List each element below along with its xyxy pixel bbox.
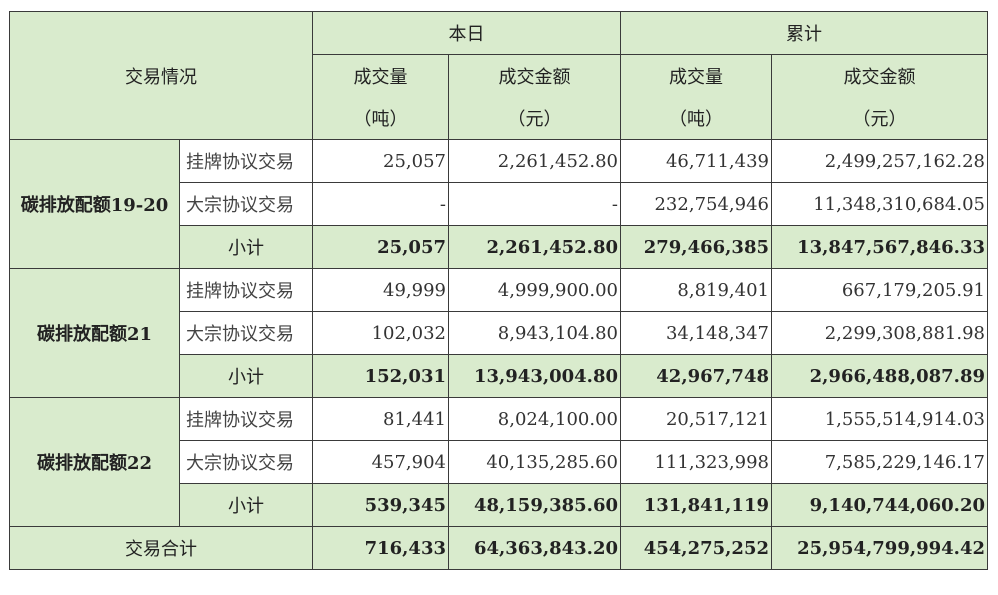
trade-type: 大宗协议交易 <box>179 182 313 226</box>
header-total-amount-unit: （元） <box>771 97 988 140</box>
subtotal-label: 小计 <box>179 354 313 398</box>
today-amount: 2,261,452.80 <box>448 139 621 183</box>
today-volume: 25,057 <box>312 139 449 183</box>
total-amount: 667,179,205.91 <box>771 268 988 312</box>
header-today-volume-unit: （吨） <box>312 97 449 140</box>
header-row-groups: 交易情况 本日 累计 <box>9 11 988 140</box>
grand-total-total-amount: 25,954,799,994.42 <box>771 526 988 570</box>
trade-type: 挂牌协议交易 <box>179 397 313 441</box>
header-total-amount: 成交金额 <box>771 54 988 97</box>
today-volume: 49,999 <box>312 268 449 312</box>
subtotal-total-amount: 9,140,744,060.20 <box>771 483 988 527</box>
trading-summary-table: 交易情况 本日 累计 成交量 成交金额 成交量 成交金额 （吨） （元） （吨）… <box>9 11 988 570</box>
total-volume: 34,148,347 <box>620 311 772 355</box>
table-row: 大宗协议交易 457,904 40,135,285.60 111,323,998… <box>10 440 988 484</box>
subtotal-total-amount: 13,847,567,846.33 <box>771 225 988 269</box>
subtotal-total-volume: 131,841,119 <box>620 483 772 527</box>
trade-type: 大宗协议交易 <box>179 311 313 355</box>
today-amount: 8,943,104.80 <box>448 311 621 355</box>
group-name: 碳排放配额22 <box>9 397 180 527</box>
table-row: 碳排放配额21 挂牌协议交易 49,999 4,999,900.00 8,819… <box>9 268 988 398</box>
grand-total-label: 交易合计 <box>9 526 313 570</box>
header-today-volume: 成交量 <box>312 54 449 97</box>
today-amount: 40,135,285.60 <box>448 440 621 484</box>
total-amount: 2,299,308,881.98 <box>771 311 988 355</box>
header-row-labels: 成交量 成交金额 成交量 成交金额 <box>10 54 988 97</box>
grand-total-today-volume: 716,433 <box>312 526 449 570</box>
group-name: 碳排放配额21 <box>9 268 180 398</box>
trade-type: 挂牌协议交易 <box>179 268 313 312</box>
grand-total-today-amount: 64,363,843.20 <box>448 526 621 570</box>
subtotal-today-volume: 152,031 <box>312 354 449 398</box>
today-volume: 102,032 <box>312 311 449 355</box>
total-volume: 232,754,946 <box>620 182 772 226</box>
subtotal-total-volume: 279,466,385 <box>620 225 772 269</box>
table-row: 碳排放配额22 挂牌协议交易 81,441 8,024,100.00 20,51… <box>9 397 988 527</box>
total-volume: 111,323,998 <box>620 440 772 484</box>
header-total-volume-unit: （吨） <box>620 97 772 140</box>
trade-type: 大宗协议交易 <box>179 440 313 484</box>
today-volume: 81,441 <box>312 397 449 441</box>
today-volume: - <box>312 182 449 226</box>
total-amount: 11,348,310,684.05 <box>771 182 988 226</box>
total-volume: 8,819,401 <box>620 268 772 312</box>
group-name: 碳排放配额19-20 <box>9 139 180 269</box>
subtotal-today-amount: 48,159,385.60 <box>448 483 621 527</box>
subtotal-today-volume: 25,057 <box>312 225 449 269</box>
subtotal-label: 小计 <box>179 225 313 269</box>
grand-total-total-volume: 454,275,252 <box>620 526 772 570</box>
table-row: 碳排放配额19-20 挂牌协议交易 25,057 2,261,452.80 46… <box>9 139 988 269</box>
header-cumulative: 累计 <box>620 11 988 55</box>
subtotal-label: 小计 <box>179 483 313 527</box>
header-trading-situation: 交易情况 <box>9 11 313 140</box>
total-amount: 1,555,514,914.03 <box>771 397 988 441</box>
header-today-amount: 成交金额 <box>448 54 621 97</box>
trade-type: 挂牌协议交易 <box>179 139 313 183</box>
today-volume: 457,904 <box>312 440 449 484</box>
subtotal-today-amount: 13,943,004.80 <box>448 354 621 398</box>
header-today-amount-unit: （元） <box>448 97 621 140</box>
subtotal-today-volume: 539,345 <box>312 483 449 527</box>
total-volume: 46,711,439 <box>620 139 772 183</box>
today-amount: 4,999,900.00 <box>448 268 621 312</box>
grand-total-row: 交易合计 716,433 64,363,843.20 454,275,252 2… <box>9 526 988 570</box>
total-amount: 2,499,257,162.28 <box>771 139 988 183</box>
total-volume: 20,517,121 <box>620 397 772 441</box>
table-row: 大宗协议交易 - - 232,754,946 11,348,310,684.05 <box>10 182 988 226</box>
total-amount: 7,585,229,146.17 <box>771 440 988 484</box>
subtotal-today-amount: 2,261,452.80 <box>448 225 621 269</box>
subtotal-total-amount: 2,966,488,087.89 <box>771 354 988 398</box>
header-today: 本日 <box>312 11 621 55</box>
today-amount: 8,024,100.00 <box>448 397 621 441</box>
subtotal-total-volume: 42,967,748 <box>620 354 772 398</box>
header-total-volume: 成交量 <box>620 54 772 97</box>
today-amount: - <box>448 182 621 226</box>
